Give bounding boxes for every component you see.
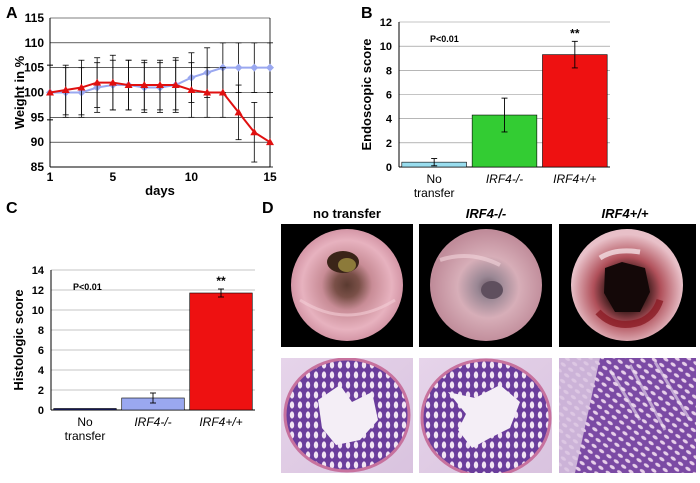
- category-label: IRF4-/-: [486, 172, 523, 186]
- y-tick-label: 4: [386, 114, 393, 126]
- data-point: [61, 86, 70, 94]
- endoscopy-image-no-transfer: [281, 224, 413, 347]
- data-point: [93, 78, 102, 86]
- panel-label-a: A: [6, 5, 18, 22]
- x-tick-label: 5: [110, 170, 117, 184]
- category-label: IRF4+/+: [553, 172, 596, 186]
- y-tick-label: 8: [38, 325, 44, 337]
- bar: [53, 408, 117, 411]
- panel-d-images: no transfer IRF4-/- IRF4+/+: [281, 206, 696, 473]
- data-point: [266, 63, 274, 72]
- category-label: IRF4-/-: [134, 415, 171, 429]
- data-point: [234, 108, 243, 116]
- category-label: No: [77, 415, 93, 429]
- panel-label-c: C: [6, 200, 18, 217]
- x-tick-label: 1: [47, 170, 54, 184]
- data-point: [203, 88, 212, 96]
- y-tick-label: 95: [31, 110, 45, 124]
- chart-endoscopic-score: 0 2 4 6 8 10 12 Endoscopic score P<0.01 Notransfe…: [359, 17, 610, 200]
- endoscopy-image-irf4-wt: [559, 224, 696, 347]
- column-label-irf4-wt: IRF4+/+: [602, 206, 649, 221]
- column-label-no-transfer: no transfer: [313, 206, 381, 221]
- data-point: [266, 138, 274, 146]
- y-tick-label: 6: [38, 345, 44, 357]
- bar: [189, 292, 253, 411]
- y-tick-label: 14: [32, 265, 45, 277]
- histology-image-no-transfer: [281, 358, 413, 473]
- y-tick-label: 110: [25, 36, 45, 50]
- data-point: [140, 81, 149, 89]
- y-tick-label: 105: [24, 61, 44, 75]
- data-point: [250, 128, 259, 136]
- panel-label-b: B: [361, 5, 373, 22]
- bar: [542, 54, 608, 168]
- data-point: [156, 81, 164, 89]
- endoscopy-image-irf4-ko: [419, 224, 552, 347]
- y-tick-label: 10: [32, 305, 44, 317]
- data-point: [218, 88, 227, 96]
- p-value-annotation: P<0.01: [73, 282, 102, 292]
- y-tick-label: 115: [25, 11, 45, 25]
- x-tick-label: 15: [263, 170, 277, 184]
- x-tick-label: 10: [185, 170, 199, 184]
- data-point: [108, 78, 117, 86]
- category-label: transfer: [65, 429, 106, 443]
- histology-image-irf4-wt: [559, 358, 696, 473]
- y-tick-label: 4: [38, 365, 45, 377]
- data-point: [234, 63, 243, 72]
- y-axis-label: Weight in %: [12, 55, 27, 129]
- significance-marker: **: [216, 274, 226, 288]
- data-point: [46, 88, 54, 96]
- category-label: IRF4+/+: [199, 415, 242, 429]
- category-label: transfer: [414, 186, 455, 200]
- column-label-irf4-ko: IRF4-/-: [466, 206, 506, 221]
- y-tick-label: 12: [32, 285, 44, 297]
- significance-marker: **: [570, 26, 580, 40]
- y-tick-label: 2: [386, 138, 392, 150]
- category-label: No: [426, 172, 442, 186]
- y-tick-label: 0: [38, 405, 44, 417]
- data-point: [124, 81, 133, 89]
- panel-label-d: D: [262, 200, 274, 217]
- y-axis-label: Histologic score: [11, 289, 26, 390]
- chart-histologic-score: 0 2 4 6 8 10 12 14 Histologic score P<0.01 Notrans…: [11, 265, 255, 443]
- y-tick-label: 0: [386, 162, 392, 174]
- data-point: [77, 83, 86, 91]
- data-point: [171, 81, 180, 89]
- y-tick-label: 10: [380, 41, 392, 53]
- y-tick-label: 8: [386, 65, 392, 77]
- x-axis-label: days: [145, 183, 175, 198]
- y-tick-label: 85: [31, 160, 45, 174]
- y-tick-label: 2: [38, 385, 44, 397]
- histology-image-irf4-ko: [419, 358, 552, 473]
- data-point: [187, 86, 196, 94]
- y-tick-label: 12: [380, 17, 392, 29]
- y-tick-label: 100: [24, 86, 44, 100]
- data-point: [250, 63, 259, 72]
- y-tick-label: 90: [31, 135, 45, 149]
- p-value-annotation: P<0.01: [430, 34, 459, 44]
- y-axis-label: Endoscopic score: [359, 39, 374, 151]
- y-tick-label: 6: [386, 90, 392, 102]
